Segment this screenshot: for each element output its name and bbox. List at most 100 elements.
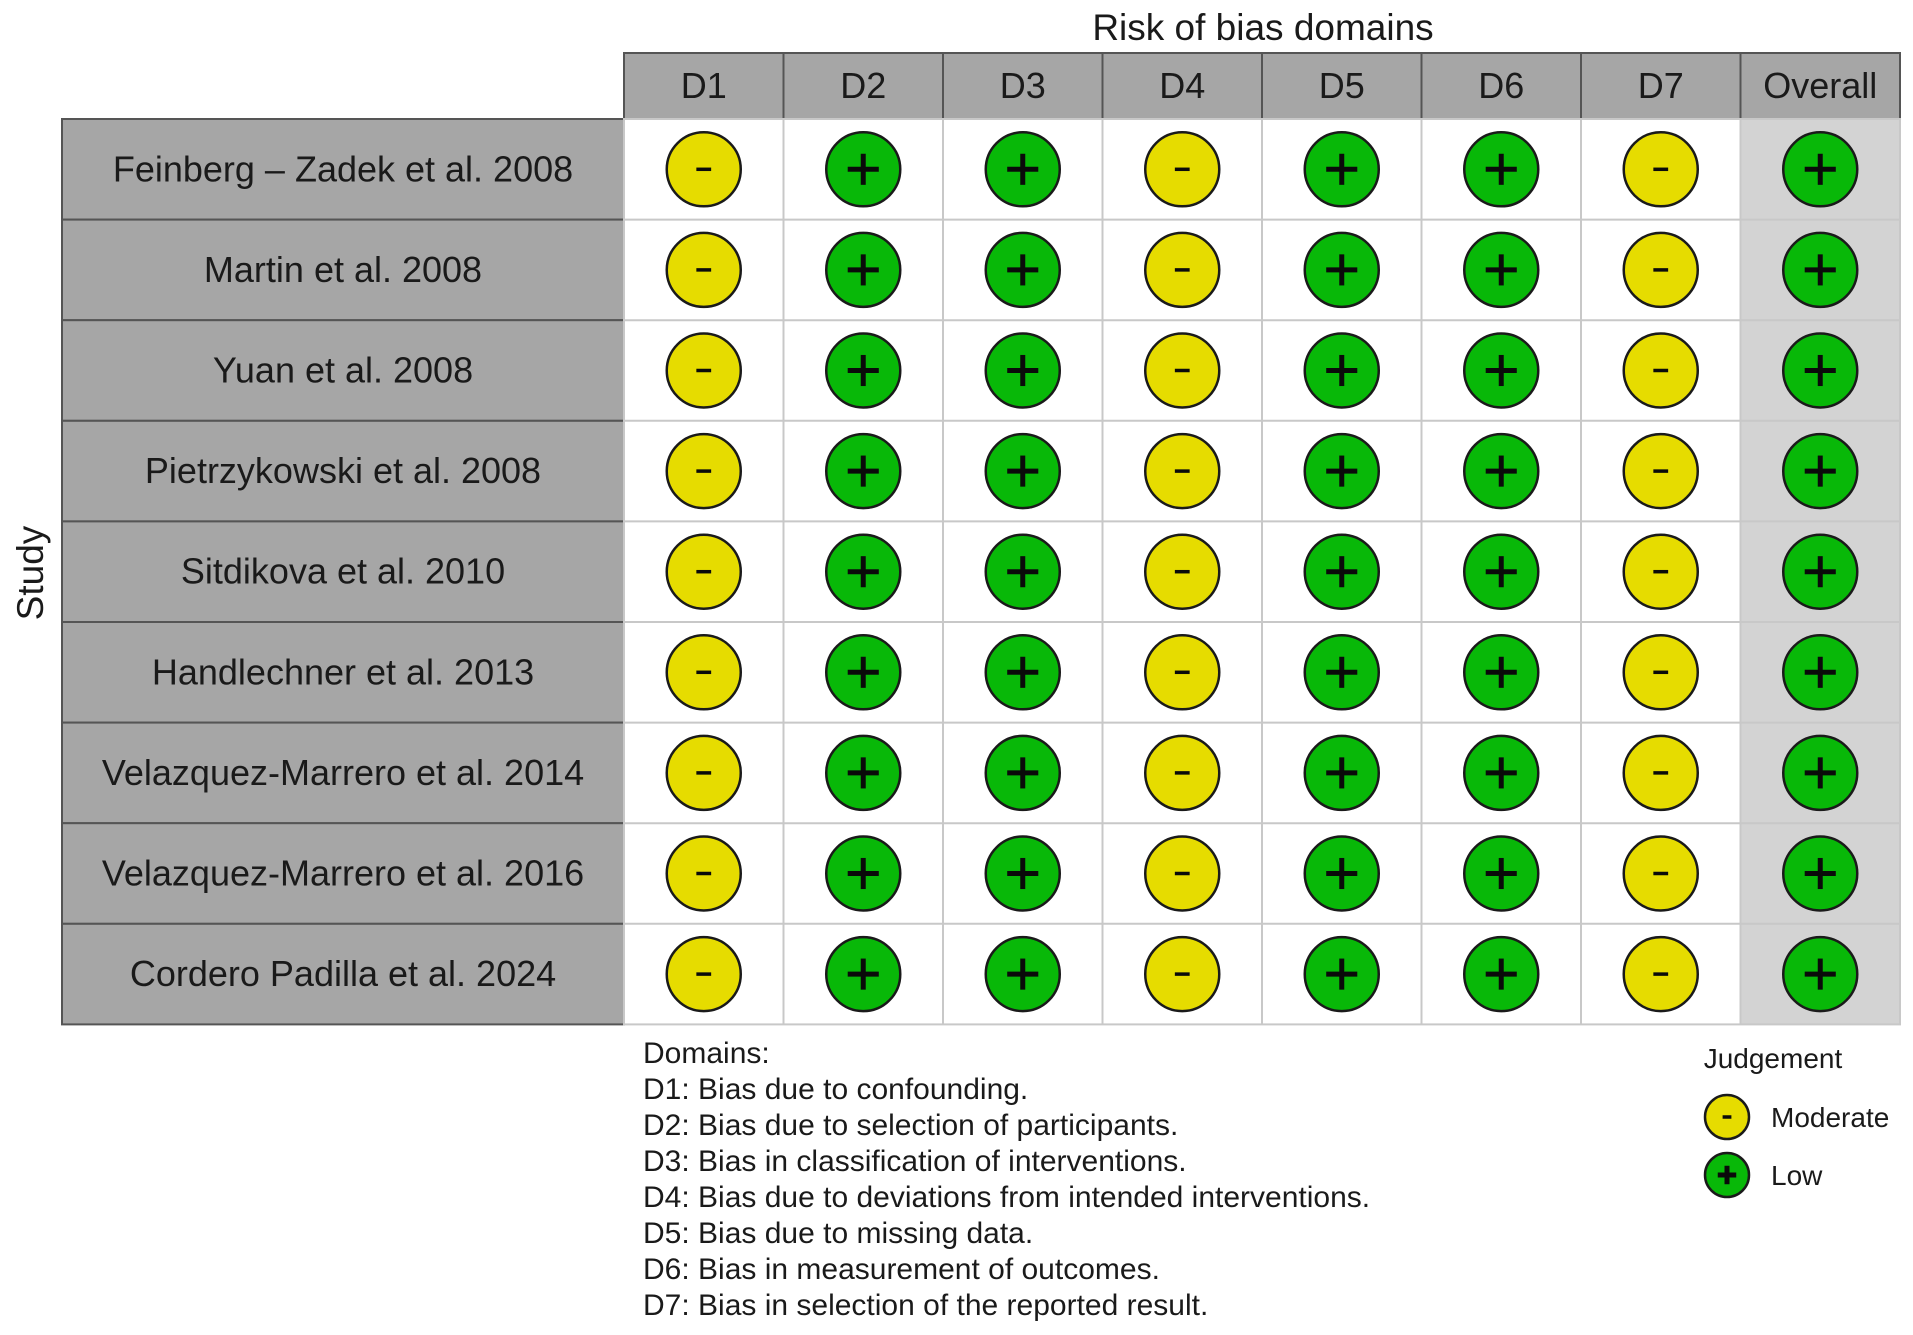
study-label-cell (61, 621, 625, 724)
judgement-low-r6-d3 (984, 634, 1061, 711)
judgement-moderate-r5-d1 (665, 533, 742, 610)
judgement-low-r9-d5 (1303, 935, 1380, 1013)
study-label-cell (61, 822, 625, 925)
judgement-moderate-r2-d4 (1144, 231, 1221, 309)
study-label: Handlechner et al. 2013 (152, 651, 534, 692)
judgement-low-r6-d2 (825, 634, 902, 711)
judgement-moderate-r6-d1 (665, 634, 742, 711)
judgement-moderate-r1-d4 (1144, 131, 1221, 208)
study-label: Yuan et al. 2008 (213, 350, 473, 391)
column-header-d1: D1 (681, 65, 727, 106)
judgement-moderate-r4-d4 (1144, 432, 1221, 510)
judgement-low-r3-d3 (984, 332, 1061, 409)
judgement-low-r6-d5 (1303, 634, 1380, 711)
judgement-low-r3-d5 (1303, 332, 1380, 409)
judgement-low-r2-d5 (1303, 231, 1380, 309)
judgement-low-r7-overall (1782, 734, 1859, 812)
judgement-low-r4-overall (1782, 432, 1859, 510)
domain-note-d2: D2: Bias due to selection of participant… (643, 1109, 1179, 1142)
judgement-moderate-r9-d1 (665, 935, 742, 1013)
judgement-low-r8-d2 (825, 835, 902, 912)
judgement-low-r6-d6 (1463, 634, 1540, 711)
judgement-low-r8-overall (1782, 835, 1859, 912)
chart-title: Risk of bias domains (1092, 7, 1433, 48)
judgement-moderate-r5-d4 (1144, 533, 1221, 610)
judgement-low-r5-d3 (984, 533, 1061, 610)
judgement-low-r5-d2 (825, 533, 902, 610)
judgement-low-r3-overall (1782, 332, 1859, 409)
judgement-low-r3-d2 (825, 332, 902, 409)
judgement-moderate-r8-d7 (1622, 835, 1699, 912)
study-label-cell (61, 922, 625, 1026)
judgement-moderate-r6-d4 (1144, 634, 1221, 711)
legend-low-marker (1703, 1151, 1751, 1199)
legend-title: Judgement (1704, 1043, 1843, 1074)
domain-note-d6: D6: Bias in measurement of outcomes. (643, 1253, 1160, 1286)
legend-moderate-marker (1703, 1093, 1751, 1141)
judgement-low-r3-d6 (1463, 332, 1540, 409)
domain-note-d5: D5: Bias due to missing data. (643, 1217, 1034, 1250)
column-header-cell (1101, 52, 1263, 120)
column-header-d3: D3 (1000, 65, 1046, 106)
judgement-moderate-r2-d1 (665, 231, 742, 309)
legend-moderate-label: Moderate (1771, 1102, 1889, 1133)
judgement-low-r2-d3 (984, 231, 1061, 309)
judgement-low-r7-d6 (1463, 734, 1540, 812)
judgement-moderate-r3-d1 (665, 332, 742, 409)
judgement-moderate-r8-d1 (665, 835, 742, 912)
judgement-low-r1-d5 (1303, 131, 1380, 208)
column-header-d7: D7 (1638, 65, 1684, 106)
domains-heading: Domains: (643, 1037, 770, 1070)
judgement-moderate-r1-d1 (665, 131, 742, 208)
column-header-cell (623, 52, 785, 120)
study-label: Velazquez-Marrero et al. 2016 (102, 853, 584, 894)
legend-low-label: Low (1771, 1160, 1823, 1191)
study-label: Feinberg – Zadek et al. 2008 (113, 148, 573, 189)
domain-note-d3: D3: Bias in classification of interventi… (643, 1145, 1187, 1178)
judgement-low-r2-d6 (1463, 231, 1540, 309)
study-label-cell (61, 319, 625, 422)
column-header-d2: D2 (840, 65, 886, 106)
judgement-moderate-r7-d1 (665, 734, 742, 812)
domain-note-d7: D7: Bias in selection of the reported re… (643, 1289, 1209, 1322)
judgement-moderate-r8-d4 (1144, 835, 1221, 912)
judgement-low-r8-d3 (984, 835, 1061, 912)
column-header-overall: Overall (1763, 65, 1877, 106)
judgement-low-r1-d3 (984, 131, 1061, 208)
judgement-low-r9-d2 (825, 935, 902, 1013)
study-label-cell (61, 118, 625, 221)
judgement-low-r7-d2 (825, 734, 902, 812)
judgement-moderate-r4-d7 (1622, 432, 1699, 510)
judgement-moderate-r7-d4 (1144, 734, 1221, 812)
grid-border (623, 118, 1901, 1026)
judgement-moderate-r7-d7 (1622, 734, 1699, 812)
domain-note-d4: D4: Bias due to deviations from intended… (643, 1181, 1371, 1214)
column-header-d4: D4 (1159, 65, 1205, 106)
study-label: Cordero Padilla et al. 2024 (130, 953, 556, 994)
column-header-d6: D6 (1478, 65, 1524, 106)
judgement-low-r8-d6 (1463, 835, 1540, 912)
study-label: Pietrzykowski et al. 2008 (145, 450, 541, 491)
judgement-moderate-r6-d7 (1622, 634, 1699, 711)
judgement-low-r2-d2 (825, 231, 902, 309)
judgement-moderate-r5-d7 (1622, 533, 1699, 610)
judgement-low-r2-overall (1782, 231, 1859, 309)
y-axis-label: Study (10, 525, 51, 620)
judgement-low-r5-d6 (1463, 533, 1540, 610)
column-header-cell (1739, 52, 1901, 120)
judgement-moderate-r9-d4 (1144, 935, 1221, 1013)
study-label-cell (61, 419, 625, 523)
study-label-cell (61, 218, 625, 322)
judgement-moderate-r3-d7 (1622, 332, 1699, 409)
judgement-low-r1-d2 (825, 131, 902, 208)
domain-note-d1: D1: Bias due to confounding. (643, 1073, 1029, 1106)
judgement-low-r1-d6 (1463, 131, 1540, 208)
judgement-low-r4-d3 (984, 432, 1061, 510)
judgement-low-r7-d5 (1303, 734, 1380, 812)
judgement-low-r6-overall (1782, 634, 1859, 711)
study-label-cell (61, 721, 625, 825)
judgement-low-r9-d3 (984, 935, 1061, 1013)
judgement-low-r4-d2 (825, 432, 902, 510)
judgement-moderate-r2-d7 (1622, 231, 1699, 309)
study-label: Sitdikova et al. 2010 (181, 551, 505, 592)
